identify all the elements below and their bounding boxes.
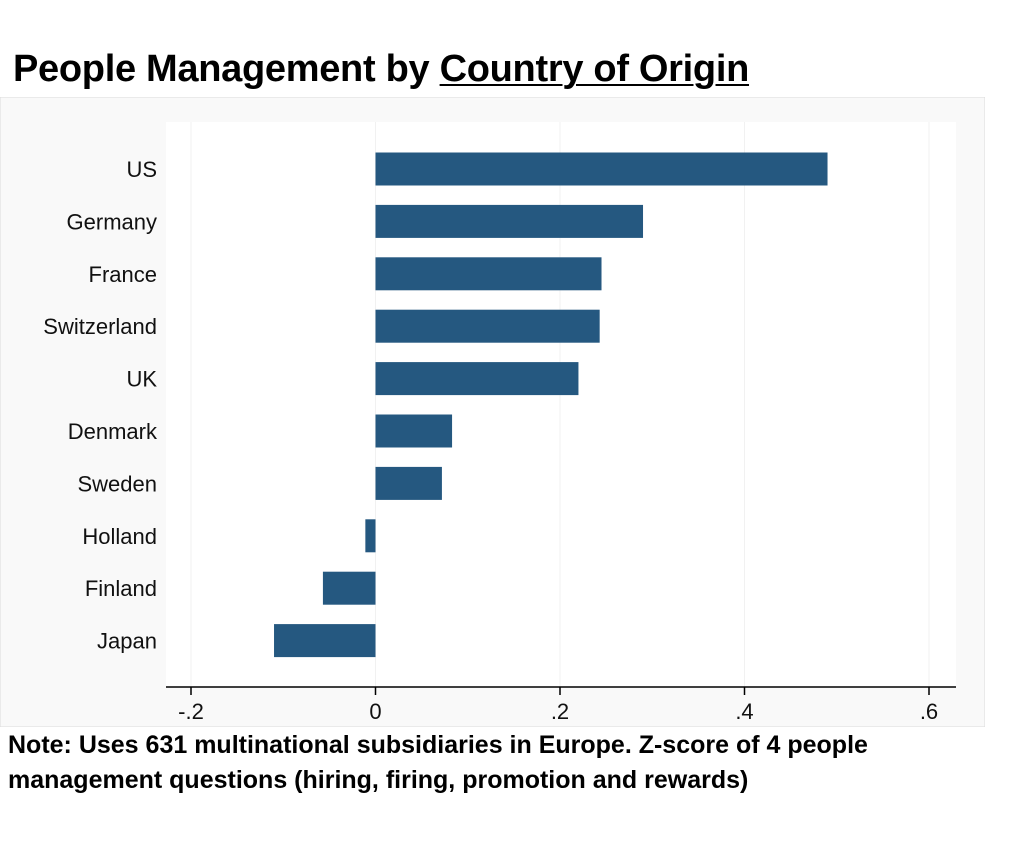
footnote: Note: Uses 631 multinational subsidiarie… (8, 731, 868, 794)
chart-container: US Germany France Switzerland UK Denmark Swede… (0, 97, 985, 727)
bar-france (375, 257, 602, 291)
x-tick-label: .6 (920, 699, 938, 724)
category-label: Germany (67, 209, 157, 234)
bar-us (375, 152, 828, 186)
bar-germany (375, 204, 644, 238)
category-label: UK (126, 367, 157, 392)
category-label: Finland (85, 576, 157, 601)
category-label: Sweden (77, 471, 157, 496)
bar-chart: US Germany France Switzerland UK Denmark Swede… (0, 97, 985, 727)
x-tick-label: -.2 (178, 699, 204, 724)
category-label: France (89, 262, 157, 287)
category-label: US (126, 157, 157, 182)
chart-title-prefix: People Management by (13, 48, 440, 90)
bar-uk (375, 362, 579, 396)
bar-finland (322, 571, 376, 605)
chart-title-underlined: Country of Origin (439, 48, 750, 90)
chart-title: People Management by Country of Origin (13, 48, 749, 91)
x-tick-label: 0 (369, 699, 381, 724)
category-label: Japan (97, 629, 157, 654)
category-label: Switzerland (43, 314, 157, 339)
bar-denmark (375, 414, 453, 448)
x-tick-label: .4 (735, 699, 753, 724)
bar-japan (274, 624, 376, 658)
category-label: Holland (82, 524, 157, 549)
x-tick-label: .2 (551, 699, 569, 724)
bar-holland (365, 519, 376, 553)
bar-switzerland (375, 309, 600, 343)
bar-sweden (375, 466, 442, 500)
category-label: Denmark (68, 419, 158, 444)
